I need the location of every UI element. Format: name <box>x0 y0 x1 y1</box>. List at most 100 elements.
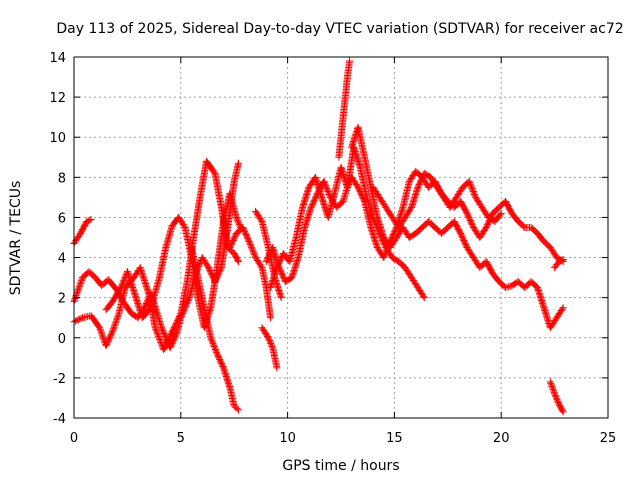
data-point <box>234 159 242 167</box>
data-point <box>369 183 377 191</box>
data-point-run <box>516 279 527 290</box>
data-point-run <box>299 185 313 210</box>
data-point-run <box>376 195 389 210</box>
data-point-run <box>325 191 338 220</box>
y-tick-label: 14 <box>49 51 66 66</box>
data-point-run <box>77 219 90 236</box>
data-point-run <box>383 245 395 260</box>
data-point <box>546 244 554 252</box>
data-point-run <box>109 311 122 334</box>
data-point-run <box>84 216 94 225</box>
data-point-run <box>214 351 227 370</box>
data-point <box>382 203 390 211</box>
data-point-run <box>231 161 242 184</box>
data-point-run <box>233 215 244 230</box>
x-tick-label: 5 <box>177 431 185 446</box>
data-point-run <box>349 175 361 190</box>
data-point-run <box>528 225 540 236</box>
data-point <box>264 334 272 342</box>
series-track-k <box>335 57 354 161</box>
data-point <box>380 254 388 262</box>
data-point-run <box>71 231 83 246</box>
data-point-run <box>105 277 120 292</box>
data-point-run <box>457 231 470 250</box>
grid-layer <box>74 57 608 418</box>
data-point <box>469 223 477 231</box>
data-point <box>108 328 116 336</box>
data-point <box>252 254 260 262</box>
data-point <box>96 324 104 332</box>
data-point-run <box>226 191 240 220</box>
data-point-run <box>451 219 464 236</box>
data-point-run <box>528 279 540 290</box>
data-point-run <box>288 255 302 280</box>
series-track-h <box>258 324 281 372</box>
x-tick-label: 15 <box>386 431 403 446</box>
data-point <box>551 390 559 398</box>
data-point-run <box>428 175 440 190</box>
data-point <box>559 304 567 312</box>
series-track-d <box>102 189 245 332</box>
data-point-run <box>370 185 383 200</box>
data-point <box>74 286 82 294</box>
data-point-run <box>490 205 502 216</box>
data-point-run <box>137 265 152 296</box>
data-point-run <box>147 275 163 310</box>
data-point-run <box>502 199 515 216</box>
data-point-run <box>226 385 238 408</box>
data-point <box>452 193 460 201</box>
data-point-run <box>541 239 553 250</box>
data-point-run <box>413 225 425 236</box>
data-point-run <box>190 195 204 240</box>
data-point-run <box>203 159 218 176</box>
data-point-run <box>496 279 508 290</box>
data-point <box>414 284 422 292</box>
data-point-run <box>201 305 214 340</box>
data-point-run <box>312 175 325 200</box>
data-point-run <box>383 205 395 220</box>
data-point <box>395 223 403 231</box>
data-point-run <box>258 265 270 290</box>
data-point-run <box>408 275 421 290</box>
data-point-run <box>75 275 86 292</box>
x-tick-label: 10 <box>279 431 296 446</box>
data-point-run <box>283 274 295 285</box>
data-point-run <box>269 345 281 370</box>
data-point-run <box>367 225 381 250</box>
data-point <box>393 234 401 241</box>
data-point-run <box>194 275 208 310</box>
data-point-run <box>341 75 351 100</box>
data-point <box>277 294 285 302</box>
series-track-o <box>551 256 567 272</box>
data-point-run <box>337 115 347 140</box>
data-point-run <box>361 199 375 230</box>
data-point-run <box>350 145 364 170</box>
data-point-run <box>258 219 272 250</box>
data-point-run <box>415 285 427 300</box>
data-point <box>158 324 166 332</box>
data-point-run <box>88 313 103 330</box>
data-point <box>405 177 413 185</box>
data-point <box>175 213 183 221</box>
data-point-run <box>464 211 477 230</box>
x-tick-label: 20 <box>493 431 510 446</box>
chart-title: Day 113 of 2025, Sidereal Day-to-day VTE… <box>56 21 623 37</box>
y-tick-label: 8 <box>58 171 66 186</box>
y-tick-label: 10 <box>49 131 66 146</box>
data-point <box>559 408 567 416</box>
data-point-run <box>387 235 400 250</box>
series-track-n <box>546 378 567 416</box>
data-point-run <box>490 271 502 284</box>
y-tick-label: 4 <box>58 252 66 267</box>
data-point-run <box>344 59 353 79</box>
data-point-run <box>535 231 547 244</box>
series-track-m <box>369 169 505 231</box>
data-point <box>380 234 388 241</box>
data-point-run <box>160 329 176 352</box>
data-point <box>401 264 409 272</box>
data-point <box>320 177 328 185</box>
points-layer <box>70 57 567 416</box>
data-point-run <box>262 285 274 320</box>
data-point-run <box>71 287 82 304</box>
data-point <box>555 258 563 266</box>
